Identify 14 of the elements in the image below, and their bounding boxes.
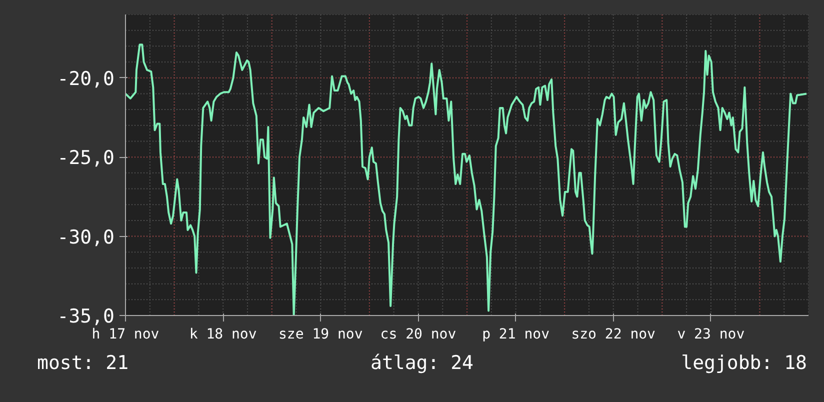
x-tick-label: h 17 nov <box>92 326 160 342</box>
text: most: 21 <box>37 351 129 376</box>
text: legjobb: 18 <box>681 351 807 376</box>
text: átlag: 24 <box>370 351 474 376</box>
y-tick-label: -20,0 <box>57 68 115 90</box>
x-tick-label: v 23 nov <box>677 326 745 342</box>
x-tick-label: k 18 nov <box>189 326 257 342</box>
y-tick-label: -25,0 <box>57 147 115 170</box>
y-tick-label: -30,0 <box>57 226 115 248</box>
y-tick-label: -35,0 <box>57 306 115 328</box>
x-tick-label: cs 20 nov <box>380 326 456 342</box>
x-tick-label: sze 19 nov <box>278 326 363 342</box>
x-tick-label: p 21 nov <box>482 326 550 342</box>
x-tick-label: szo 22 nov <box>571 326 656 342</box>
